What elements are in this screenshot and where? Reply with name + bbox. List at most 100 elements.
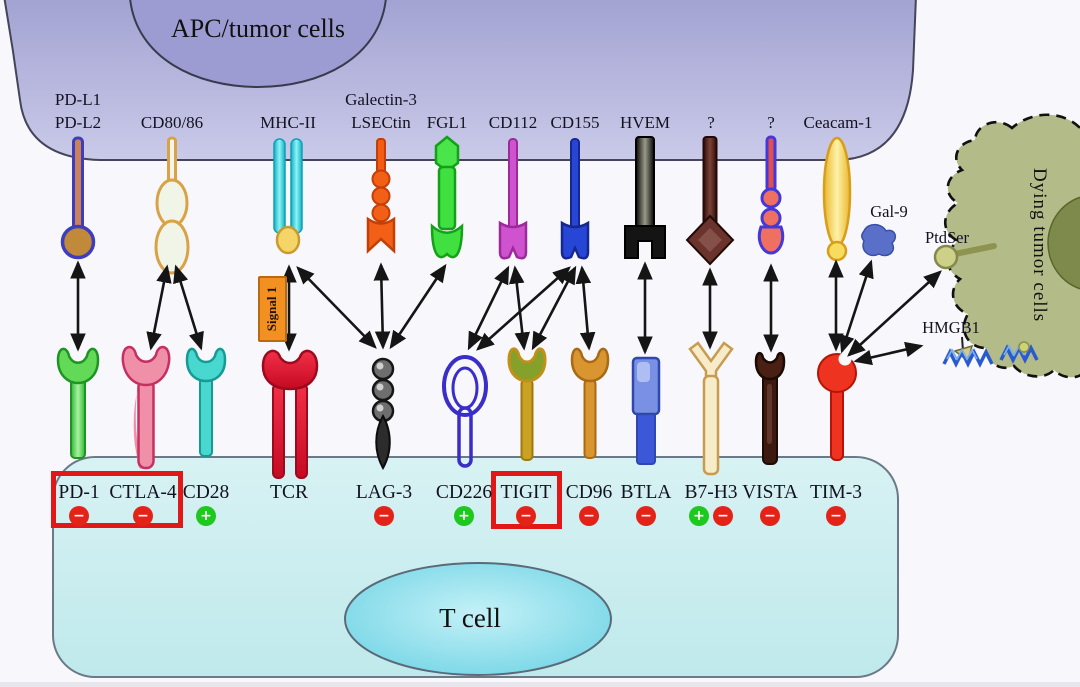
- stimulatory-sign-icon: +: [196, 506, 216, 526]
- highlight-box-pd1-ctla4: [51, 471, 183, 528]
- sign-row-lag-3: −: [374, 506, 394, 526]
- ligand-fgl1-glyph: [430, 135, 464, 259]
- sign-row-btla: −: [636, 506, 656, 526]
- arrow-cd80-86-ctla-4: [146, 264, 172, 351]
- receptor-label-cd226: CD226: [435, 482, 493, 503]
- dying-tumor-cell-shape: [943, 113, 1080, 379]
- ligand-cd155-glyph: [560, 138, 590, 260]
- ligand-label-cd155: CD155: [550, 113, 600, 132]
- receptor-btla-glyph: [631, 356, 661, 465]
- t-cell-nucleus: [344, 562, 612, 676]
- receptor-cd226-glyph: [442, 355, 488, 468]
- ligand-label-ceacam-1: Ceacam-1: [803, 113, 873, 132]
- ligand-label-fgl1: FGL1: [426, 113, 468, 132]
- stimulatory-sign-icon: +: [454, 506, 474, 526]
- t-cell-shape: [52, 456, 899, 678]
- arrow-fgl1-lag-3: [389, 263, 447, 350]
- label-hmgb1: HMGB1: [922, 318, 980, 337]
- receptor-cd28-glyph: [185, 347, 227, 457]
- receptor-b7-h3-glyph: [688, 341, 734, 476]
- interaction-arrows: [70, 259, 942, 366]
- sign-row-b7-h3: + −: [689, 506, 733, 526]
- signal-1-label: Signal 1: [264, 286, 280, 332]
- arrow-cd80-86-cd28: [173, 264, 204, 351]
- bottom-edge-strip: [0, 682, 1080, 687]
- arrow-hmgb1-tim-3: [853, 341, 924, 366]
- arrow-cd155-cd96: [575, 265, 596, 351]
- inhibitory-sign-icon: −: [133, 506, 153, 526]
- hmgb1-dna-glyph: [942, 336, 1039, 368]
- apc-cell-shape: [3, 0, 917, 161]
- sign-row-cd28: +: [196, 506, 216, 526]
- receptor-label-vista: VISTA: [742, 482, 798, 503]
- ligand-label-hvem: HVEM: [619, 113, 671, 132]
- receptor-vista-glyph: [754, 352, 786, 465]
- ligand-unknown-1-glyph: [685, 136, 735, 266]
- dying-tumor-cells-label: Dying tumor cells: [1029, 168, 1050, 323]
- gal-9-glyph: [861, 223, 897, 257]
- arrow-galectin-3-lag-3: [373, 262, 391, 350]
- inhibitory-sign-icon: −: [760, 506, 780, 526]
- sign-row-tigit: −: [516, 506, 536, 526]
- inhibitory-sign-icon: −: [516, 506, 536, 526]
- dying-cell-nucleus: [1047, 196, 1080, 290]
- ptdser-glyph: [933, 243, 997, 270]
- receptor-label-ctla-4: CTLA-4: [109, 482, 177, 503]
- receptor-tigit-glyph: [507, 347, 547, 461]
- ligand-cd80-86-glyph: [154, 136, 190, 275]
- ligand-cd112-glyph: [498, 138, 528, 260]
- label-ptdser: PtdSer: [924, 228, 970, 247]
- ligand-label-unknown-1: ?: [707, 113, 715, 132]
- arrow-mhc-ii-lag-3: [296, 266, 377, 349]
- receptor-ctla-4-glyph: [121, 345, 171, 470]
- ligand-unknown-2-glyph: [757, 135, 785, 255]
- receptor-tim-3-glyph: [817, 352, 857, 461]
- receptor-cd96-glyph: [570, 347, 610, 459]
- receptor-label-b7-h3: B7-H3: [684, 482, 738, 503]
- ligand-label-pd-l1: PD-L1 PD-L2: [54, 90, 102, 132]
- receptor-label-cd28: CD28: [182, 482, 230, 503]
- arrow-ptdser-tim-3: [847, 270, 942, 357]
- receptor-label-pd-1: PD-1: [58, 482, 100, 503]
- receptor-label-tcr: TCR: [270, 482, 308, 503]
- arrow-cd112-cd226: [467, 265, 510, 351]
- stimulatory-sign-icon: +: [689, 506, 709, 526]
- apc-region-label: APC/tumor cells: [170, 14, 346, 43]
- receptor-lag-3-glyph: [371, 357, 395, 471]
- sign-row-vista: −: [760, 506, 780, 526]
- ligand-mhc-ii-glyph: [273, 138, 303, 255]
- receptor-pd-1-glyph: [56, 347, 100, 459]
- receptor-tcr-glyph: [261, 349, 319, 479]
- inhibitory-sign-icon: −: [579, 506, 599, 526]
- signal-1-box: Signal 1: [258, 276, 287, 342]
- ligand-ceacam-1-glyph: [822, 136, 852, 262]
- ligand-pd-l1-glyph: [60, 136, 96, 260]
- ligand-label-unknown-2: ?: [767, 113, 775, 132]
- inhibitory-sign-icon: −: [636, 506, 656, 526]
- receptor-label-cd96: CD96: [565, 482, 613, 503]
- ligand-galectin-3-glyph: [366, 138, 396, 254]
- sign-row-cd226: +: [454, 506, 474, 526]
- receptor-label-btla: BTLA: [620, 482, 672, 503]
- receptor-label-tim-3: TIM-3: [810, 482, 862, 503]
- sign-row-pd-1: −: [69, 506, 89, 526]
- inhibitory-sign-icon: −: [826, 506, 846, 526]
- label-gal-9: Gal-9: [870, 202, 908, 221]
- ligand-label-galectin-3: Galectin-3 LSECtin: [345, 90, 417, 132]
- inhibitory-sign-icon: −: [69, 506, 89, 526]
- ligand-hvem-glyph: [624, 136, 666, 259]
- ligand-label-cd80-86: CD80/86: [140, 113, 204, 132]
- sign-row-tim-3: −: [826, 506, 846, 526]
- receptor-label-tigit: TIGIT: [500, 482, 552, 503]
- t-cell-region-label: T cell: [439, 603, 501, 633]
- sign-row-cd96: −: [579, 506, 599, 526]
- arrow-cd155-tigit: [531, 265, 577, 351]
- highlight-box-tigit: [491, 471, 562, 529]
- sign-row-ctla-4: −: [133, 506, 153, 526]
- ligand-label-mhc-ii: MHC-II: [260, 113, 316, 132]
- receptor-label-lag-3: LAG-3: [355, 482, 413, 503]
- apc-label-bubble: [129, 0, 387, 89]
- inhibitory-sign-icon: −: [374, 506, 394, 526]
